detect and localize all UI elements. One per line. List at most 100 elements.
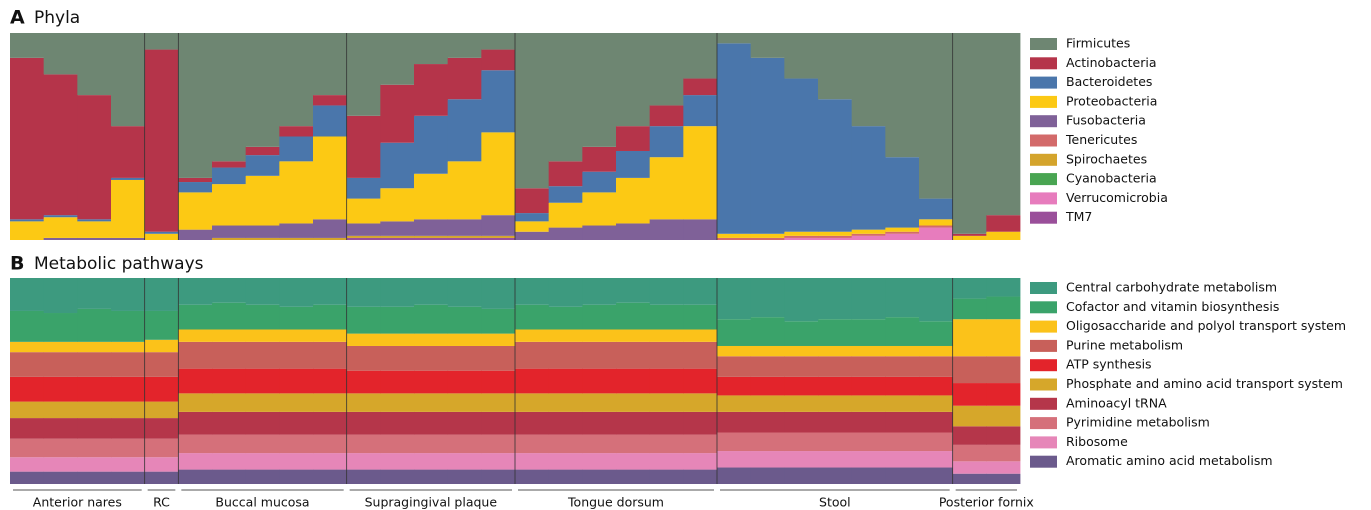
bar-segment xyxy=(784,395,819,412)
bar-segment xyxy=(144,233,179,240)
bar-segment xyxy=(144,339,179,353)
bar-segment xyxy=(750,237,785,240)
bar-segment xyxy=(43,438,78,458)
bar-segment xyxy=(616,453,651,470)
bar-segment xyxy=(582,171,617,193)
bar-segment xyxy=(313,278,348,305)
bar-segment xyxy=(178,278,213,305)
bar-segment xyxy=(447,453,482,470)
bar-segment xyxy=(111,438,146,458)
bar-segment xyxy=(515,329,550,342)
bar-segment xyxy=(649,329,684,342)
bar-segment xyxy=(313,105,348,137)
bar-segment xyxy=(245,278,280,305)
bar-segment xyxy=(346,345,381,371)
legend-label: Oligosaccharide and polyol transport sys… xyxy=(1066,318,1346,333)
panel-letter: A xyxy=(10,7,25,29)
bar-segment xyxy=(77,341,112,353)
bar-segment xyxy=(313,434,348,454)
bar-segment xyxy=(548,33,583,162)
bar-segment xyxy=(851,395,886,412)
bar-segment xyxy=(245,434,280,454)
bar-segment xyxy=(346,453,381,470)
bar-segment xyxy=(212,237,247,240)
bar-segment xyxy=(548,278,583,307)
bar-segment xyxy=(818,451,853,468)
bar-segment xyxy=(548,329,583,342)
bar-segment xyxy=(986,356,1021,384)
bar-segment xyxy=(245,411,280,435)
bar-segment xyxy=(144,352,179,377)
bar-segment xyxy=(616,434,651,454)
bar-segment xyxy=(144,438,179,458)
bar-segment xyxy=(77,219,112,222)
bar-segment xyxy=(750,411,785,433)
legend-label: Verrucomicrobia xyxy=(1066,190,1168,205)
bar-segment xyxy=(851,319,886,346)
bar-segment xyxy=(346,306,381,334)
bar-segment xyxy=(818,235,853,238)
bar-segment xyxy=(10,401,45,419)
bar-segment xyxy=(986,444,1021,462)
bar-segment xyxy=(616,368,651,394)
bar-segment xyxy=(616,177,651,224)
bar-segment xyxy=(818,99,853,232)
bar-segment xyxy=(10,219,45,222)
legend-swatch xyxy=(1030,397,1057,410)
bar-segment xyxy=(919,432,954,452)
bar-segment xyxy=(245,393,280,412)
bar-segment xyxy=(919,467,954,484)
bar-segment xyxy=(346,469,381,484)
legend-label: Phosphate and amino acid transport syste… xyxy=(1066,376,1343,391)
bar-segment xyxy=(952,444,987,462)
bar-segment xyxy=(447,434,482,454)
group-label: Buccal mucosa xyxy=(215,495,309,510)
legend-label: Proteobacteria xyxy=(1066,93,1157,108)
bar-segment xyxy=(952,319,987,357)
bar-segment xyxy=(447,345,482,371)
bar-segment xyxy=(212,434,247,454)
bar-segment xyxy=(717,356,752,377)
bar-segment xyxy=(279,126,314,137)
bar-segment xyxy=(481,49,516,71)
bar-segment xyxy=(548,434,583,454)
bar-segment xyxy=(279,223,314,238)
bar-segment xyxy=(649,411,684,435)
bar-segment xyxy=(582,329,617,342)
bar-segment xyxy=(885,227,920,232)
group-label: Supragingival plaque xyxy=(365,495,498,510)
bar-segment xyxy=(952,383,987,406)
bar-segment xyxy=(548,186,583,203)
bar-segment xyxy=(784,237,819,240)
bar-segment xyxy=(683,95,718,127)
bar-segment xyxy=(683,393,718,412)
bar-segment xyxy=(178,182,213,193)
bar-segment xyxy=(77,221,112,238)
bar-segment xyxy=(414,115,449,174)
bar-segment xyxy=(380,453,415,470)
bar-segment xyxy=(986,231,1021,240)
bar-segment xyxy=(414,237,449,240)
group-label: Tongue dorsum xyxy=(567,495,664,510)
group-label: Posterior fornix xyxy=(939,495,1034,510)
bar-segment xyxy=(515,221,550,232)
bar-segment xyxy=(10,376,45,402)
bar-segment xyxy=(818,33,853,100)
bar-segment xyxy=(212,341,247,369)
legend-label: TM7 xyxy=(1065,209,1092,224)
bar-segment xyxy=(447,235,482,238)
bar-segment xyxy=(245,33,280,147)
bar-segment xyxy=(380,434,415,454)
bar-segment xyxy=(582,434,617,454)
bar-segment xyxy=(313,329,348,342)
bar-segment xyxy=(683,341,718,369)
bar-segment xyxy=(885,467,920,484)
bar-segment xyxy=(43,457,78,472)
legend-swatch xyxy=(1030,282,1057,294)
bar-segment xyxy=(346,278,381,307)
bar-segment xyxy=(77,471,112,484)
bar-segment xyxy=(346,33,381,116)
bar-segment xyxy=(952,233,987,236)
bar-segment xyxy=(885,411,920,433)
